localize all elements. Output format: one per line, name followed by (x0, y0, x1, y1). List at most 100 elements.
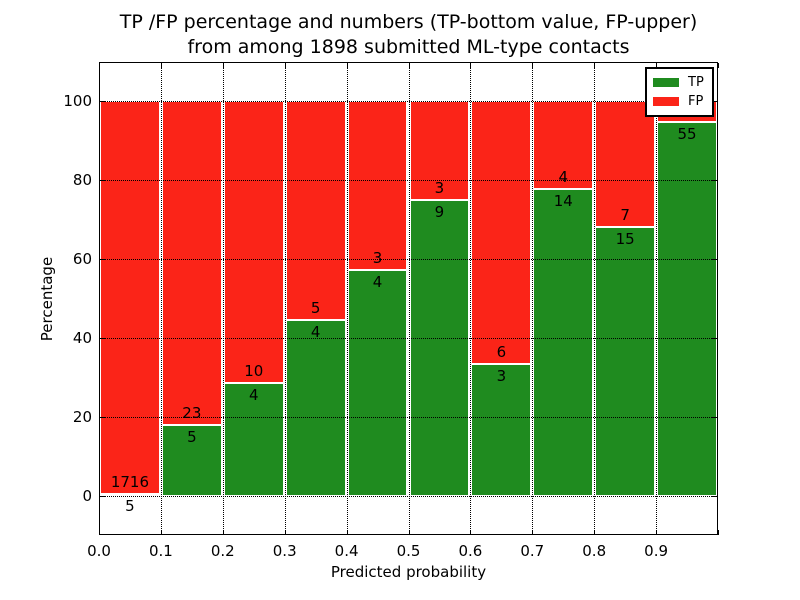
y-tick-mark (100, 101, 105, 103)
y-tick-mark-right (712, 259, 717, 261)
x-tick-mark (99, 530, 100, 535)
x-tick-mark-top (99, 63, 100, 68)
tp-count-label: 5 (187, 428, 197, 447)
chart-title: TP /FP percentage and numbers (TP-bottom… (99, 10, 718, 60)
tp-count-label: 14 (553, 192, 573, 210)
x-tick-label: 0.1 (148, 542, 173, 560)
gridline-vertical (470, 62, 472, 535)
bar-fp-segment (100, 101, 160, 495)
y-tick-label: 80 (72, 171, 92, 190)
x-tick-mark (470, 530, 472, 535)
x-tick-label: 0.3 (272, 542, 297, 560)
legend-label: TP (688, 75, 704, 90)
bar-tp-segment (595, 226, 656, 496)
x-tick-mark-top (408, 63, 410, 68)
gridline-vertical (222, 62, 224, 535)
fp-count-label: 3 (434, 178, 445, 197)
x-tick-mark-top (594, 63, 596, 68)
x-tick-mark-top (532, 63, 534, 68)
legend-item-fp: FP (653, 92, 706, 111)
x-tick-mark-top (160, 63, 162, 68)
tp-count-label: 4 (248, 385, 259, 404)
x-tick-label: 0.4 (334, 542, 359, 560)
x-tick-mark (532, 530, 534, 535)
x-tick-mark (160, 530, 162, 535)
x-tick-mark-top (222, 63, 224, 68)
tp-count-label: 3 (496, 367, 507, 386)
bar-tp-segment (161, 425, 222, 496)
bar-fp-segment (347, 101, 408, 271)
x-tick-label: 0.6 (458, 542, 483, 560)
bar-tp-segment (285, 320, 346, 496)
tp-count-label: 9 (434, 202, 445, 221)
y-tick-mark (100, 259, 105, 261)
x-tick-mark-top (346, 63, 348, 68)
x-tick-label: 0.0 (87, 542, 111, 560)
bar-fp-segment (595, 101, 656, 227)
fp-count-label: 7 (620, 205, 630, 224)
bar-fp-segment (285, 101, 346, 321)
bar-fp-segment (533, 101, 594, 189)
x-tick-label: 0.7 (520, 542, 545, 560)
bar-fp-segment (223, 101, 284, 383)
gridline-vertical (346, 62, 348, 535)
x-tick-mark (408, 530, 410, 535)
x-axis-label: Predicted probability (330, 563, 487, 581)
bar-tp-segment (471, 364, 532, 496)
gridline-vertical (284, 62, 286, 535)
gridline-vertical (160, 62, 162, 535)
x-tick-label: 0.8 (582, 542, 607, 560)
gridline-vertical (408, 62, 410, 535)
y-tick-label: 20 (72, 407, 92, 426)
gridline-vertical (532, 62, 534, 535)
y-tick-label: 0 (82, 486, 92, 505)
chart-title-line1: TP /FP percentage and numbers (TP-bottom… (119, 11, 698, 33)
fp-count-label: 5 (310, 299, 321, 318)
y-tick-mark-right (712, 180, 717, 182)
tp-count-label: 5 (125, 497, 135, 516)
gridline-vertical (594, 62, 596, 535)
legend-swatch-fp (653, 97, 679, 106)
legend: TP FP (645, 67, 714, 117)
tp-count-label: 55 (677, 124, 697, 143)
y-tick-label: 60 (72, 250, 92, 269)
bar-fp-segment (471, 101, 532, 365)
fp-count-label: 1716 (110, 473, 150, 492)
x-tick-mark (718, 530, 719, 535)
fp-count-label: 6 (496, 343, 507, 362)
y-tick-mark (100, 337, 105, 339)
x-tick-mark-top (284, 63, 286, 68)
tp-count-label: 15 (615, 229, 635, 248)
y-tick-mark (100, 495, 105, 497)
y-tick-label: 40 (72, 328, 92, 347)
tp-count-label: 4 (372, 273, 383, 292)
bar-tp-segment (657, 121, 717, 496)
x-tick-label: 0.9 (644, 542, 669, 560)
y-tick-mark-right (712, 416, 717, 418)
x-tick-mark-top (656, 63, 658, 68)
legend-label: FP (688, 94, 704, 109)
bar-fp-segment (409, 101, 470, 200)
x-tick-mark (284, 530, 286, 535)
y-tick-mark (100, 416, 105, 418)
x-tick-label: 0.2 (210, 542, 235, 560)
legend-item-tp: TP (653, 73, 706, 92)
tp-count-label: 4 (310, 323, 321, 342)
y-tick-mark-right (712, 337, 717, 339)
legend-swatch-tp (653, 78, 679, 87)
y-tick-mark (100, 180, 105, 182)
fp-count-label: 4 (558, 168, 569, 186)
y-tick-mark-right (712, 495, 717, 497)
fp-count-label: 3 (372, 249, 383, 268)
gridline-vertical (656, 62, 658, 535)
x-tick-mark-top (470, 63, 472, 68)
x-tick-mark-top (718, 63, 719, 68)
bar-tp-segment (533, 189, 594, 496)
bar-tp-segment (409, 199, 470, 496)
bar-tp-segment (347, 270, 408, 496)
x-tick-mark (346, 530, 348, 535)
fp-count-label: 10 (244, 361, 264, 380)
y-tick-mark-right (712, 101, 717, 103)
bar-fp-segment (161, 101, 222, 426)
